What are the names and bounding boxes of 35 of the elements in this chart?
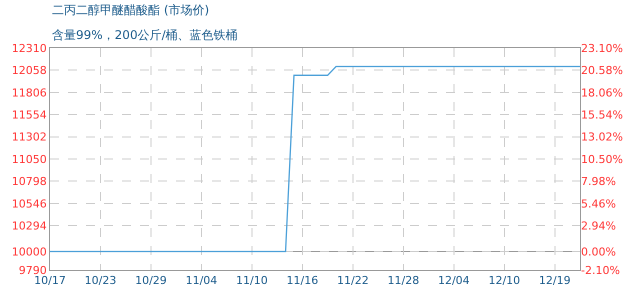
y-tick-label: 11554 [12,108,47,122]
y2-tick-label: 0.00% [581,245,616,258]
chart-title: 二丙二醇甲醚醋酸酯 (市场价) [52,3,210,17]
y-tick-label: 12310 [12,42,47,55]
x-tick-label: 10/23 [84,274,116,288]
x-tick-label: 12/04 [438,274,470,288]
y2-tick-label: 23.10% [581,42,623,55]
y2-tick-label: 10.50% [581,152,623,166]
y2-tick-label: 7.98% [581,175,616,188]
y-tick-label: 9790 [18,264,47,277]
y2-tick-label: 18.06% [581,86,623,100]
y2-tick-label: 20.58% [581,64,623,78]
x-tick-label: 11/28 [387,274,420,288]
y-tick-label: 11806 [12,86,47,100]
y2-tick-label: 5.46% [581,197,616,210]
y-tick-label: 11302 [12,130,47,144]
y-tick-label: 10000 [12,245,47,258]
y2-tick-label: -2.10% [581,264,620,277]
x-tick-label: 11/16 [286,274,318,288]
y-tick-label: 10546 [12,197,47,210]
y-tick-label: 10294 [12,219,47,232]
y2-tick-label: 13.02% [581,130,623,144]
x-tick-label: 12/19 [538,274,571,288]
x-tick-label: 11/22 [337,274,369,288]
y2-tick-label: 2.94% [581,219,616,232]
y-tick-label: 10798 [12,175,47,188]
y2-tick-label: 15.54% [581,108,623,122]
x-tick-label: 10/17 [34,274,66,288]
y-tick-label: 12058 [12,64,47,78]
y-tick-label: 11050 [12,152,47,166]
x-tick-label: 12/10 [488,274,520,288]
x-tick-label: 10/29 [135,274,167,288]
chart-subtitle: 含量99%，200公斤/桶、蓝色铁桶 [52,28,238,42]
x-tick-label: 11/10 [236,274,268,288]
x-tick-label: 11/04 [186,274,218,288]
